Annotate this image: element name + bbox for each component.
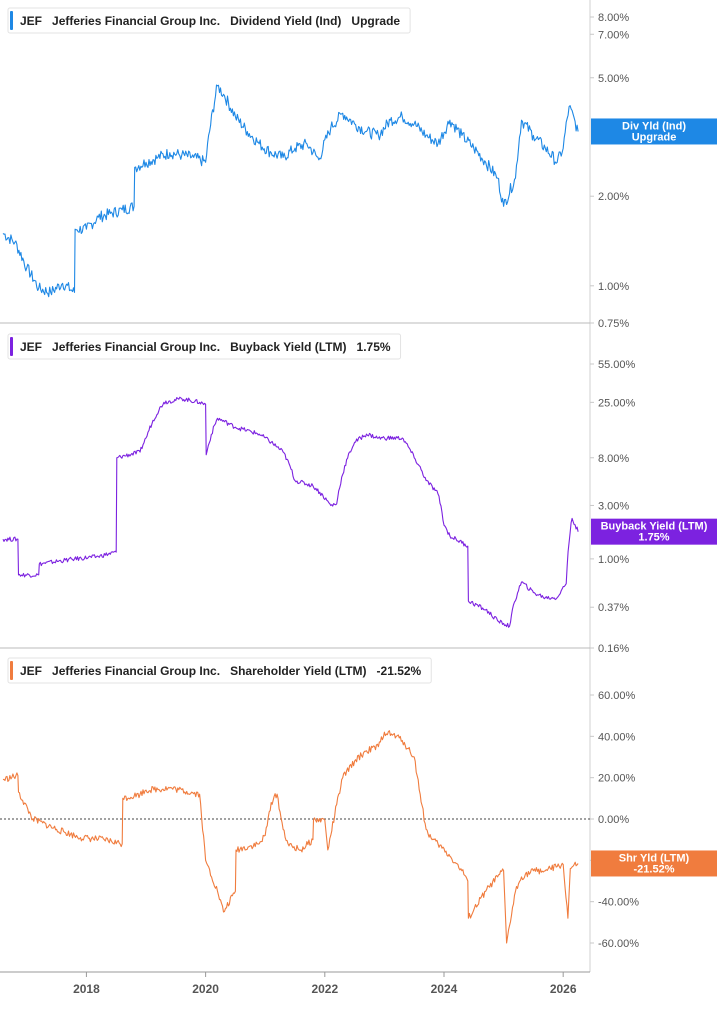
buyback-panel: 55.00% 25.00% 8.00% 3.00% 1.00% 0.37% 0.16% JEF…: [0, 333, 717, 655]
y-tick-label: 7.00%: [598, 29, 629, 41]
y-tick-label: 1.00%: [598, 281, 629, 293]
y-tick-label: 40.00%: [598, 731, 636, 743]
end-label-name: Buyback Yield (LTM): [601, 521, 708, 533]
end-label-name: Shr Yld (LTM): [619, 852, 690, 864]
legend-value: -21.52%: [377, 664, 422, 678]
buyback-series-line: [2, 396, 579, 628]
legend-company: Jefferies Financial Group Inc.: [52, 14, 220, 28]
x-tick-label: 2020: [192, 982, 219, 996]
y-tick-label: 8.00%: [598, 12, 629, 24]
y-tick-label: 5.00%: [598, 73, 629, 85]
end-label-value: Upgrade: [632, 131, 677, 143]
legend-metric: Dividend Yield (Ind): [230, 14, 341, 28]
x-tick-label: 2022: [311, 982, 338, 996]
y-tick-label: 3.00%: [598, 500, 629, 512]
legend-box: [7, 333, 402, 360]
end-label-box: [591, 518, 717, 545]
dividend-panel: 8.00% 7.00% 5.00% 2.00% 1.00% 0.75% JEF Jefferi…: [0, 7, 717, 330]
y-tick-label: 1.00%: [598, 554, 629, 566]
legend-box: [7, 657, 432, 684]
y-tick-label: 8.00%: [598, 453, 629, 465]
y-tick-label: 25.00%: [598, 397, 636, 409]
legend-company: Jefferies Financial Group Inc.: [52, 340, 220, 354]
end-label-box: [591, 850, 717, 877]
shareholder-end-label: Shr Yld (LTM)-21.52%: [591, 850, 717, 877]
dividend-end-label: Div Yld (Ind)Upgrade: [591, 118, 717, 145]
y-tick-label: 0.00%: [598, 814, 629, 826]
x-tick-label: 2026: [550, 982, 577, 996]
x-tick-label: 2018: [73, 982, 100, 996]
shareholder-series-line: [2, 730, 579, 944]
legend-ticker: JEF: [20, 340, 42, 354]
legend-metric: Shareholder Yield (LTM): [230, 664, 366, 678]
legend-company: Jefferies Financial Group Inc.: [52, 664, 220, 678]
shareholder-panel: 60.00%40.00%20.00%0.00%-20.00%-40.00%-60…: [0, 657, 717, 950]
end-label-box: [591, 118, 717, 145]
y-tick-label: -60.00%: [598, 938, 639, 950]
legend-value: Upgrade: [351, 14, 400, 28]
legend-swatch: [10, 11, 13, 30]
y-tick-label: 55.00%: [598, 359, 636, 371]
dividend-legend: JEF Jefferies Financial Group Inc. Dividen…: [7, 7, 411, 34]
y-tick-label: 0.75%: [598, 318, 629, 330]
end-label-value: 1.75%: [638, 532, 669, 544]
legend-ticker: JEF: [20, 664, 42, 678]
legend-metric: Buyback Yield (LTM): [230, 340, 346, 354]
end-label-value: -21.52%: [634, 863, 675, 875]
end-label-name: Div Yld (Ind): [622, 120, 686, 132]
buyback-legend: JEF Jefferies Financial Group Inc. Buyback…: [7, 333, 402, 360]
y-tick-label: 20.00%: [598, 773, 636, 785]
y-tick-label: -40.00%: [598, 897, 639, 909]
legend-swatch: [10, 661, 13, 680]
legend-swatch: [10, 337, 13, 356]
legend-box: [7, 7, 411, 34]
y-tick-label: 60.00%: [598, 690, 636, 702]
y-tick-label: 2.00%: [598, 191, 629, 203]
legend-ticker: JEF: [20, 14, 42, 28]
y-tick-label: 0.16%: [598, 643, 629, 655]
x-tick-label: 2024: [431, 982, 458, 996]
dividend-series-line: [2, 84, 579, 298]
shareholder-legend: JEF Jefferies Financial Group Inc. Shareho…: [7, 657, 432, 684]
y-tick-label: 0.37%: [598, 602, 629, 614]
legend-value: 1.75%: [357, 340, 391, 354]
buyback-end-label: Buyback Yield (LTM)1.75%: [591, 518, 717, 545]
